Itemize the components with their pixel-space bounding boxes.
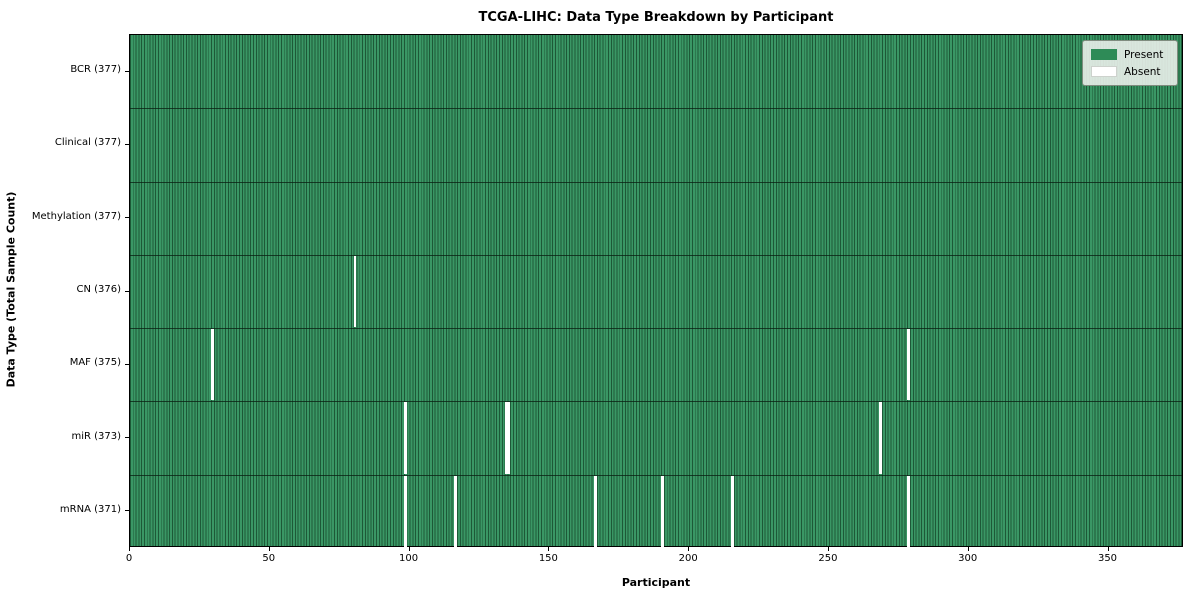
- x-tick: [967, 547, 969, 551]
- x-tick-label-0: 0: [125, 553, 133, 564]
- absent-cell-mir-268: [879, 402, 883, 474]
- absent-cell-cn-80: [353, 255, 357, 328]
- x-tick-label-200: 200: [678, 553, 698, 564]
- x-tick: [827, 547, 829, 551]
- absent-cell-maf-278: [907, 329, 911, 401]
- y-tick: [125, 217, 129, 219]
- x-tick-label-300: 300: [958, 553, 978, 564]
- y-tick-label-maf: MAF (375): [69, 357, 121, 369]
- heatmap-plot-area: [129, 34, 1183, 547]
- legend-swatch-absent-icon: [1091, 66, 1117, 77]
- absent-cell-mrna-215: [731, 475, 734, 547]
- row-separator: [130, 401, 1182, 403]
- x-tick: [408, 547, 410, 551]
- legend-entry-absent: Absent: [1091, 63, 1169, 80]
- x-tick-label-150: 150: [538, 553, 558, 564]
- y-tick-label-mir: miR (373): [71, 430, 121, 442]
- x-tick: [1107, 547, 1109, 551]
- absent-cell-mrna-166: [594, 475, 597, 547]
- y-tick-label-clinical: Clinical (377): [54, 137, 121, 149]
- x-axis-title: Participant: [621, 576, 691, 589]
- legend-swatch-present-icon: [1091, 49, 1117, 60]
- absent-cell-mrna-98: [403, 475, 407, 547]
- y-tick: [125, 70, 129, 72]
- row-separator: [130, 474, 1182, 476]
- legend-entry-present: Present: [1091, 46, 1169, 63]
- x-tick: [268, 547, 270, 551]
- legend: Present Absent: [1082, 40, 1178, 86]
- y-tick: [125, 290, 129, 292]
- y-tick: [125, 437, 129, 439]
- x-tick-label-100: 100: [399, 553, 419, 564]
- x-tick: [688, 547, 690, 551]
- row-separator: [130, 181, 1182, 183]
- y-tick-label-cn: CN (376): [76, 284, 121, 295]
- legend-label-present: Present: [1124, 48, 1164, 61]
- y-tick: [125, 363, 129, 365]
- x-tick-label-250: 250: [818, 553, 838, 564]
- absent-cell-mir-134: [504, 402, 508, 474]
- absent-cell-mrna-116: [454, 475, 458, 547]
- y-tick-label-bcr: BCR (377): [70, 64, 121, 76]
- row-separator: [130, 108, 1182, 110]
- y-tick-label-methylation: Methylation (377): [31, 210, 121, 222]
- absent-cell-mir-98: [403, 402, 407, 474]
- row-separator: [130, 328, 1182, 330]
- x-tick-label-350: 350: [1097, 553, 1118, 564]
- legend-label-absent: Absent: [1124, 65, 1161, 78]
- absent-cell-mir-135: [507, 402, 511, 474]
- absent-cell-mrna-278: [907, 475, 911, 547]
- row-separator: [130, 254, 1182, 256]
- x-tick: [129, 547, 130, 551]
- y-tick: [125, 510, 129, 512]
- y-tick: [125, 143, 129, 145]
- absent-cell-maf-29: [211, 329, 214, 401]
- chart-title: TCGA-LIHC: Data Type Breakdown by Partic…: [478, 10, 834, 25]
- x-tick: [548, 547, 550, 551]
- x-tick-label-50: 50: [262, 553, 276, 564]
- absent-cell-mrna-190: [661, 475, 664, 547]
- y-tick-label-mrna: mRNA (371): [59, 503, 121, 515]
